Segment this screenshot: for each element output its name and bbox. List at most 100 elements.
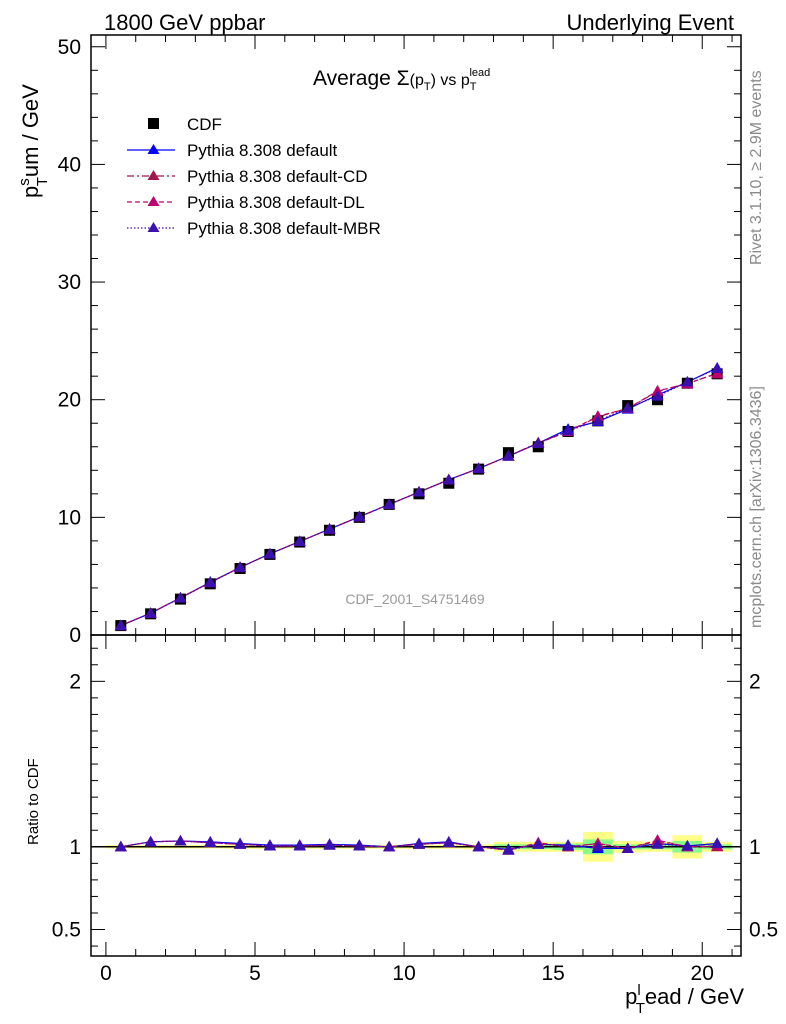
lower-point-mbr — [293, 839, 306, 851]
title-sub1: T — [424, 81, 431, 93]
upper-data-points — [114, 361, 724, 632]
lower-point-mbr — [412, 838, 425, 849]
upper-point-mbr — [144, 607, 157, 618]
upper-point-mbr — [562, 424, 575, 436]
upper-point-mbr — [114, 619, 127, 631]
upper-ylabel: psTum / GeV — [16, 84, 51, 198]
lower-plot: 0.5 0.51 12 20 5 10 15 20 Ratio to CDF pl Tead /… — [25, 634, 778, 1017]
ylabel-p: p — [18, 186, 43, 198]
upper-point-mbr — [681, 376, 694, 387]
upper-point-mbr — [204, 576, 217, 588]
lower-point-mbr — [114, 840, 127, 852]
xlabel-sub: T — [636, 1000, 645, 1017]
upper-point-mbr — [353, 510, 366, 522]
upper-point-mbr — [383, 498, 396, 509]
upper-point-mbr — [174, 591, 187, 603]
lower-ytick-label-left: 2 — [69, 670, 81, 693]
legend-entry-cdf: CDF — [148, 115, 222, 134]
legend-entry-cd: Pythia 8.308 default-CD — [127, 167, 368, 186]
lower-ytick-label-right: 1 — [749, 836, 761, 859]
upper-point-mbr — [502, 450, 515, 461]
upper-point-mbr — [263, 547, 276, 559]
xlabel-rest: ead / GeV — [645, 984, 744, 1009]
lower-point-mbr — [591, 840, 604, 852]
upper-ytick-label: 0 — [69, 624, 81, 647]
lower-ytick-label-right: 0.5 — [749, 919, 778, 942]
lower-ytick-label-right: 2 — [749, 670, 761, 693]
upper-point-mbr — [442, 473, 455, 485]
lower-point-mbr — [383, 840, 396, 852]
title-open: (p — [410, 72, 424, 89]
title-sup2: lead — [469, 67, 490, 79]
lower-point-mbr — [681, 839, 694, 851]
lower-xtick-label: 20 — [691, 962, 714, 985]
lower-point-mbr — [353, 839, 366, 851]
lower-point-mbr — [502, 844, 515, 855]
title-close: ) — [431, 72, 436, 89]
upper-ytick-label: 10 — [58, 506, 81, 529]
title-sub2: T — [470, 81, 477, 93]
lower-point-mbr — [532, 838, 545, 849]
upper-point-mbr — [591, 414, 604, 426]
upper-point-mbr — [412, 486, 425, 497]
upper-watermark-group: CDF_2001_S4751469 — [345, 591, 485, 607]
legend: CDF Pythia 8.308 default Pythia 8.308 de… — [127, 115, 381, 238]
upper-point-mbr — [234, 561, 247, 572]
lower-point-mbr — [144, 835, 157, 847]
lower-xlabel: pl Tead / GeV — [625, 982, 744, 1017]
legend-label-dl: Pythia 8.308 default-DL — [187, 193, 365, 212]
title-mid: vs p — [436, 72, 470, 89]
upper-point-mbr — [651, 390, 664, 401]
legend-label-cd: Pythia 8.308 default-CD — [187, 167, 368, 186]
lower-axis-ticks: 0.5 0.51 12 20 5 10 15 20 — [52, 635, 778, 985]
lower-point-mbr — [234, 838, 247, 849]
lower-xtick-label: 5 — [249, 962, 261, 985]
ylabel-sub: T — [34, 177, 51, 186]
lower-point-mbr — [263, 839, 276, 851]
lower-point-mbr — [472, 840, 485, 852]
lower-point-mbr — [174, 835, 187, 846]
upper-point-mbr — [532, 437, 545, 448]
legend-marker-cd — [147, 170, 160, 180]
upper-axis-ticks: 0 10 20 30 40 50 — [58, 35, 741, 647]
lower-point-mbr — [711, 837, 724, 848]
upper-point-mbr — [293, 535, 306, 546]
legend-label-cdf: CDF — [187, 115, 222, 134]
upper-point-dl — [651, 384, 664, 396]
legend-marker-mbr — [147, 222, 160, 232]
upper-point-mbr — [711, 362, 724, 374]
lower-frame — [90, 634, 742, 957]
header-right: Underlying Event — [566, 10, 734, 35]
legend-entry-mbr: Pythia 8.308 default-MBR — [127, 219, 381, 238]
header-left: 1800 GeV ppbar — [104, 10, 265, 35]
upper-plot: CDF_2001_S4751469 0 10 20 30 40 50 Average Σ(… — [16, 34, 742, 647]
upper-point-mbr — [472, 462, 485, 474]
lower-xtick-label: 10 — [392, 962, 415, 985]
legend-marker-dl — [147, 196, 160, 206]
ylabel-rest: um / GeV — [18, 84, 43, 177]
upper-title: Average Σ(pT) vs pTlead — [313, 67, 490, 93]
lower-xtick-label: 15 — [541, 962, 564, 985]
xlabel-p: p — [625, 984, 637, 1009]
mcplots-label: mcplots.cern.ch [arXiv:1306.3436] — [748, 386, 765, 628]
title-prefix: Average — [313, 67, 397, 90]
xlabel-sup: l — [637, 982, 640, 999]
legend-label-default: Pythia 8.308 default — [187, 141, 338, 160]
lower-ytick-label-left: 1 — [69, 836, 81, 859]
upper-ytick-label: 30 — [58, 271, 81, 294]
lower-ylabel: Ratio to CDF — [25, 758, 42, 845]
lower-point-mbr — [204, 836, 217, 848]
upper-ytick-label: 40 — [58, 153, 81, 176]
watermark: CDF_2001_S4751469 — [345, 591, 485, 607]
lower-point-mbr — [442, 836, 455, 848]
lower-ytick-label-left: 0.5 — [52, 919, 81, 942]
upper-ytick-label: 20 — [58, 389, 81, 412]
legend-label-mbr: Pythia 8.308 default-MBR — [187, 219, 381, 238]
ylabel-sup: s — [16, 178, 33, 186]
lower-point-mbr — [621, 842, 634, 853]
lower-point-mbr — [651, 838, 664, 849]
upper-point-mbr — [621, 401, 634, 413]
lower-data-points — [114, 834, 724, 855]
lower-point-mbr — [323, 839, 336, 850]
